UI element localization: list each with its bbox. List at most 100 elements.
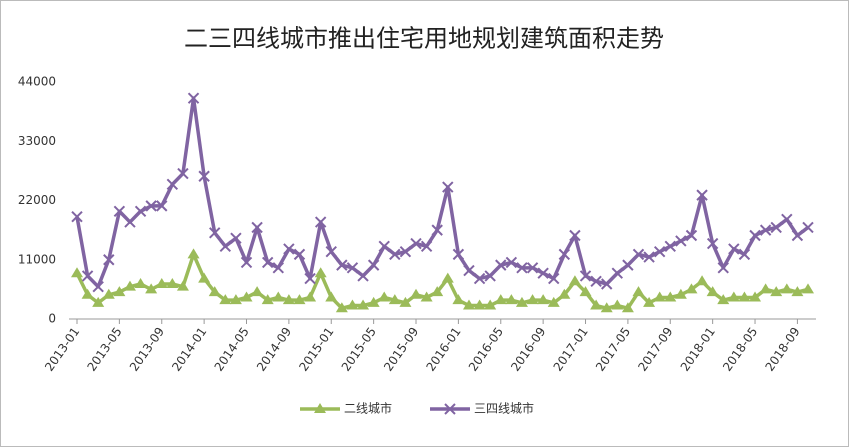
data-point [410, 237, 422, 250]
data-point [420, 291, 433, 302]
data-point [166, 178, 179, 191]
data-point [81, 270, 94, 282]
data-point [124, 216, 136, 228]
data-point [590, 275, 602, 288]
data-point [325, 245, 337, 258]
data-point [336, 259, 348, 271]
data-point [134, 277, 147, 288]
data-point [738, 291, 751, 302]
data-point [770, 286, 783, 297]
data-point [357, 299, 370, 310]
data-point [113, 286, 126, 297]
data-point [463, 264, 475, 277]
data-point [166, 277, 179, 288]
data-point [558, 248, 571, 261]
y-tick-label: 33000 [18, 134, 56, 148]
data-point [198, 272, 211, 283]
data-point [156, 200, 168, 212]
data-point [632, 248, 645, 261]
data-point [240, 291, 253, 302]
data-point [261, 256, 274, 269]
data-point [579, 286, 592, 297]
data-point [293, 294, 306, 305]
data-point [251, 286, 264, 297]
data-point [81, 288, 94, 299]
data-point [92, 280, 104, 293]
data-point [653, 291, 666, 302]
data-point [92, 296, 105, 307]
data-point [240, 256, 253, 269]
data-point [378, 240, 390, 252]
data-point [484, 299, 497, 310]
data-point [505, 256, 518, 269]
data-point [706, 237, 719, 250]
data-point [516, 262, 528, 274]
data-point [71, 210, 83, 223]
legend-marker [444, 403, 456, 415]
data-point [452, 248, 465, 261]
data-point [378, 291, 391, 302]
data-point [134, 205, 147, 217]
data-point [600, 302, 613, 313]
data-point [71, 267, 83, 278]
data-point [674, 288, 687, 299]
data-point [187, 248, 200, 259]
data-point [601, 278, 613, 290]
data-point [696, 189, 708, 201]
data-point [621, 302, 634, 313]
data-point [209, 227, 221, 239]
data-point [388, 294, 401, 305]
data-point [537, 294, 550, 305]
data-point [706, 286, 719, 297]
data-point [558, 288, 571, 299]
data-point [282, 294, 295, 305]
data-point [272, 291, 285, 302]
data-point [261, 294, 274, 305]
data-point [208, 286, 221, 297]
data-point [113, 205, 126, 217]
data-point [229, 294, 242, 305]
data-point [738, 248, 751, 261]
data-point [473, 272, 486, 285]
data-point [781, 213, 793, 226]
data-point [643, 251, 655, 263]
data-point [399, 245, 412, 258]
y-tick-label: 0 [48, 312, 56, 326]
data-point [103, 254, 115, 266]
data-point [495, 259, 507, 271]
data-point [568, 275, 581, 286]
data-point [145, 283, 158, 294]
data-point [420, 240, 433, 252]
data-point [219, 240, 232, 252]
legend-marker [314, 403, 326, 413]
data-point [442, 181, 454, 193]
data-point [230, 232, 242, 244]
data-point [728, 243, 740, 255]
data-point [770, 221, 782, 234]
data-point [526, 262, 539, 274]
data-point [283, 243, 295, 255]
data-point [325, 291, 338, 302]
y-tick-label: 22000 [18, 193, 56, 207]
data-point [399, 296, 412, 307]
data-point [462, 299, 475, 310]
legend-label: 二线城市 [344, 401, 392, 416]
data-point [431, 224, 443, 236]
data-point [187, 92, 200, 104]
data-point [145, 200, 157, 212]
data-point [410, 288, 423, 299]
data-point [759, 283, 772, 294]
legend-label: 三四线城市 [474, 401, 534, 416]
series-line [75, 96, 810, 289]
data-point [685, 283, 698, 294]
data-point [441, 272, 454, 283]
data-point [505, 294, 518, 305]
data-point [314, 267, 327, 278]
y-tick-label: 11000 [18, 252, 56, 266]
data-point [780, 283, 793, 294]
data-point [749, 291, 762, 302]
data-point [304, 291, 317, 302]
data-point [155, 277, 168, 288]
data-point [611, 267, 624, 279]
data-point [579, 270, 592, 282]
